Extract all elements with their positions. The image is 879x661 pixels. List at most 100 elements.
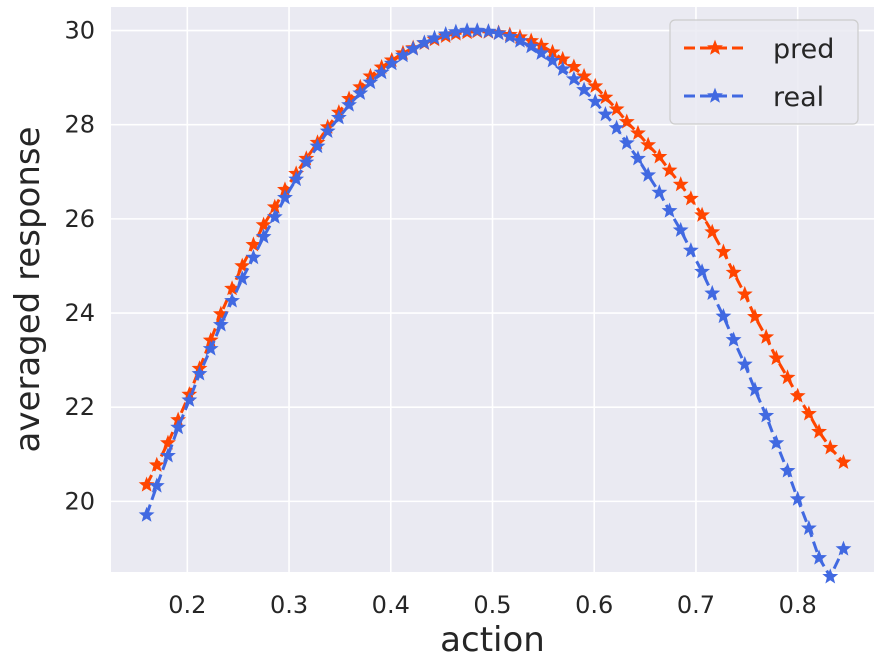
series-layer bbox=[138, 22, 852, 584]
data-point-real bbox=[672, 221, 689, 237]
y-axis-tick-labels: 20 22 24 26 28 30 bbox=[64, 17, 95, 516]
data-point-real bbox=[576, 81, 592, 97]
data-point-pred bbox=[779, 369, 796, 385]
data-point-pred bbox=[576, 67, 592, 83]
data-point-pred bbox=[597, 89, 614, 105]
data-point-pred bbox=[694, 206, 710, 222]
data-point-real bbox=[255, 228, 272, 244]
data-point-pred bbox=[715, 243, 732, 259]
data-point-real bbox=[352, 84, 369, 100]
data-point-real bbox=[501, 28, 518, 44]
data-point-pred bbox=[704, 223, 721, 239]
data-point-real bbox=[426, 29, 443, 45]
data-point-real bbox=[341, 96, 357, 112]
data-point-real bbox=[565, 70, 582, 86]
data-point-pred bbox=[822, 439, 839, 455]
x-axis-tick-labels: 0.2 0.3 0.4 0.5 0.6 0.7 0.8 bbox=[168, 591, 817, 619]
data-point-real bbox=[835, 540, 852, 556]
y-axis-label: averaged response bbox=[8, 126, 48, 452]
grid-lines bbox=[111, 7, 874, 572]
data-point-real bbox=[533, 44, 550, 60]
legend-label-real: real bbox=[773, 82, 824, 113]
data-point-real bbox=[383, 55, 400, 71]
data-point-real bbox=[544, 52, 561, 68]
data-point-real bbox=[694, 263, 710, 279]
data-point-real bbox=[704, 284, 721, 301]
data-point-real bbox=[523, 38, 540, 54]
data-point-real bbox=[779, 462, 796, 478]
data-point-real bbox=[789, 490, 806, 506]
data-point-real bbox=[202, 340, 219, 356]
data-point-pred bbox=[661, 162, 678, 178]
x-tick-label: 0.6 bbox=[575, 591, 613, 619]
x-tick-label: 0.4 bbox=[372, 591, 410, 619]
y-tick-label: 20 bbox=[64, 487, 95, 515]
data-point-real bbox=[640, 166, 657, 182]
data-point-pred bbox=[682, 190, 699, 206]
data-point-real bbox=[758, 407, 775, 423]
data-point-pred bbox=[800, 405, 817, 421]
data-point-real bbox=[212, 316, 229, 332]
data-point-real bbox=[768, 434, 785, 450]
data-point-real bbox=[266, 208, 283, 224]
x-tick-label: 0.2 bbox=[168, 591, 206, 619]
data-point-real bbox=[330, 109, 347, 125]
legend: pred real bbox=[669, 19, 859, 125]
data-point-real bbox=[181, 391, 198, 407]
data-point-real bbox=[480, 23, 497, 39]
x-tick-label: 0.7 bbox=[677, 591, 715, 619]
data-point-real bbox=[395, 47, 411, 63]
data-point-real bbox=[170, 419, 187, 435]
data-point-real bbox=[608, 119, 625, 135]
data-point-real bbox=[362, 73, 379, 90]
data-point-real bbox=[469, 22, 486, 38]
data-point-real bbox=[405, 40, 422, 56]
data-point-pred bbox=[565, 58, 582, 74]
data-point-pred bbox=[138, 476, 155, 492]
data-point-real bbox=[490, 25, 507, 41]
data-point-real bbox=[597, 106, 614, 122]
data-point-pred bbox=[725, 264, 742, 280]
data-point-real bbox=[715, 308, 732, 324]
data-point-pred bbox=[630, 124, 646, 140]
data-point-real bbox=[512, 32, 528, 48]
data-point-real bbox=[618, 134, 635, 150]
data-point-real bbox=[416, 34, 433, 50]
x-axis-label: action bbox=[440, 620, 545, 660]
x-tick-label: 0.3 bbox=[270, 591, 308, 619]
data-point-real bbox=[224, 292, 240, 308]
data-point-pred bbox=[255, 216, 272, 232]
data-point-real bbox=[822, 568, 839, 584]
y-tick-label: 24 bbox=[64, 299, 95, 327]
data-point-real bbox=[747, 381, 763, 397]
x-tick-label: 0.5 bbox=[473, 591, 511, 619]
data-point-real bbox=[736, 356, 753, 372]
data-point-real bbox=[319, 122, 336, 139]
data-point-real bbox=[309, 138, 326, 154]
data-point-pred bbox=[618, 113, 635, 129]
x-tick-label: 0.8 bbox=[779, 591, 817, 619]
data-point-real bbox=[191, 365, 208, 381]
legend-marker-pred bbox=[707, 39, 723, 55]
data-point-pred bbox=[811, 423, 827, 439]
data-point-real bbox=[725, 331, 742, 347]
legend-label-pred: pred bbox=[773, 34, 834, 65]
data-point-pred bbox=[245, 236, 262, 252]
data-point-pred bbox=[148, 456, 165, 472]
y-tick-label: 30 bbox=[64, 17, 95, 45]
data-point-real bbox=[288, 170, 305, 187]
data-point-real bbox=[148, 477, 165, 493]
data-point-pred bbox=[234, 257, 251, 273]
y-tick-label: 22 bbox=[64, 393, 95, 421]
y-tick-label: 26 bbox=[64, 205, 95, 233]
y-tick-label: 28 bbox=[64, 111, 95, 139]
data-point-pred bbox=[672, 176, 689, 192]
data-point-real bbox=[160, 447, 176, 463]
data-point-pred bbox=[736, 285, 753, 301]
data-point-real bbox=[587, 93, 604, 109]
legend-marker-real bbox=[707, 87, 723, 103]
data-point-pred bbox=[640, 136, 657, 152]
data-point-pred bbox=[758, 328, 775, 344]
data-point-real bbox=[298, 154, 315, 170]
